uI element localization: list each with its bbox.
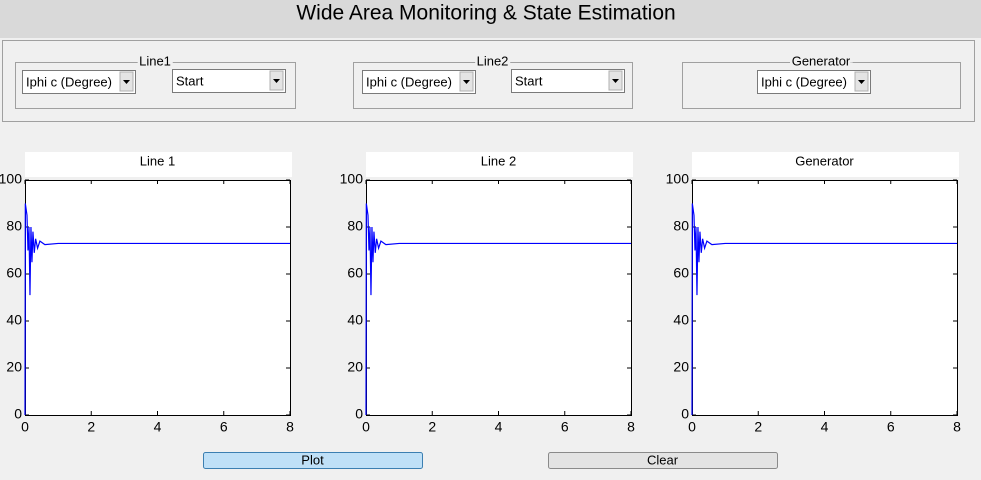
x-tick-label: 0 [362,419,370,435]
y-tick-label: 0 [681,406,689,422]
dropdown[interactable] [757,70,871,94]
group-label: Generator [792,53,851,68]
plot-title-box [366,152,633,177]
dropdown-value: Start [515,73,543,88]
y-tick-label: 80 [347,218,363,234]
y-tick-label: 20 [6,359,22,375]
dropdown-arrow [273,79,280,83]
plot-title: Line 1 [140,153,175,168]
y-tick-label: 100 [0,171,22,187]
group-box [682,62,961,109]
dropdown[interactable] [511,69,625,93]
x-tick-label: 2 [754,419,762,435]
dropdown-arrow [858,80,865,84]
dropdown-arrow [463,80,470,84]
y-tick-label: 60 [347,265,363,281]
dropdown[interactable] [172,69,286,93]
y-tick-label: 40 [347,312,363,328]
x-tick-label: 4 [154,419,162,435]
dropdown-value: Start [176,73,204,88]
dropdown-value: Iphi c (Degree) [761,74,847,89]
button[interactable] [548,452,778,469]
app-title: Wide Area Monitoring & State Estimation [296,2,675,25]
signal-line [691,203,957,416]
x-tick-label: 2 [87,419,95,435]
y-tick-label: 80 [6,218,22,234]
button-label: Plot [301,452,324,467]
x-tick-label: 0 [21,419,29,435]
y-tick-label: 20 [673,359,689,375]
plot-area [25,180,291,416]
button[interactable] [203,452,423,469]
dropdown-value: Iphi c (Degree) [366,74,452,89]
plot-title-box [692,152,959,177]
x-tick-label: 6 [561,419,569,435]
signal-line [24,203,290,416]
y-tick-label: 40 [673,312,689,328]
y-tick-label: 100 [666,171,690,187]
plot-area [692,180,958,416]
x-tick-label: 8 [627,419,635,435]
plot-title: Line 2 [481,153,516,168]
y-tick-label: 0 [14,406,22,422]
x-tick-label: 4 [821,419,829,435]
dropdown[interactable] [362,70,476,94]
group-box [353,62,633,109]
dropdown-arrow [612,79,619,83]
plot-title: Generator [795,153,854,168]
signal-line [365,203,631,416]
group-label: Line2 [477,53,509,68]
group-label: Line1 [139,53,171,68]
x-tick-label: 2 [428,419,436,435]
y-tick-label: 0 [355,406,363,422]
x-tick-label: 6 [887,419,895,435]
y-tick-label: 20 [347,359,363,375]
x-tick-label: 8 [286,419,294,435]
y-tick-label: 40 [6,312,22,328]
x-tick-label: 6 [220,419,228,435]
y-tick-label: 60 [6,265,22,281]
y-tick-label: 100 [340,171,364,187]
dropdown[interactable] [22,70,136,94]
x-tick-label: 0 [688,419,696,435]
dropdown-value: Iphi c (Degree) [26,74,112,89]
button-label: Clear [647,452,679,467]
group-box [15,62,296,109]
y-tick-label: 80 [673,218,689,234]
x-tick-label: 4 [495,419,503,435]
dropdown-arrow [123,80,130,84]
title-bar [0,0,981,38]
x-tick-label: 8 [953,419,961,435]
plot-area [366,180,632,416]
plot-title-box [25,152,292,177]
y-tick-label: 60 [673,265,689,281]
